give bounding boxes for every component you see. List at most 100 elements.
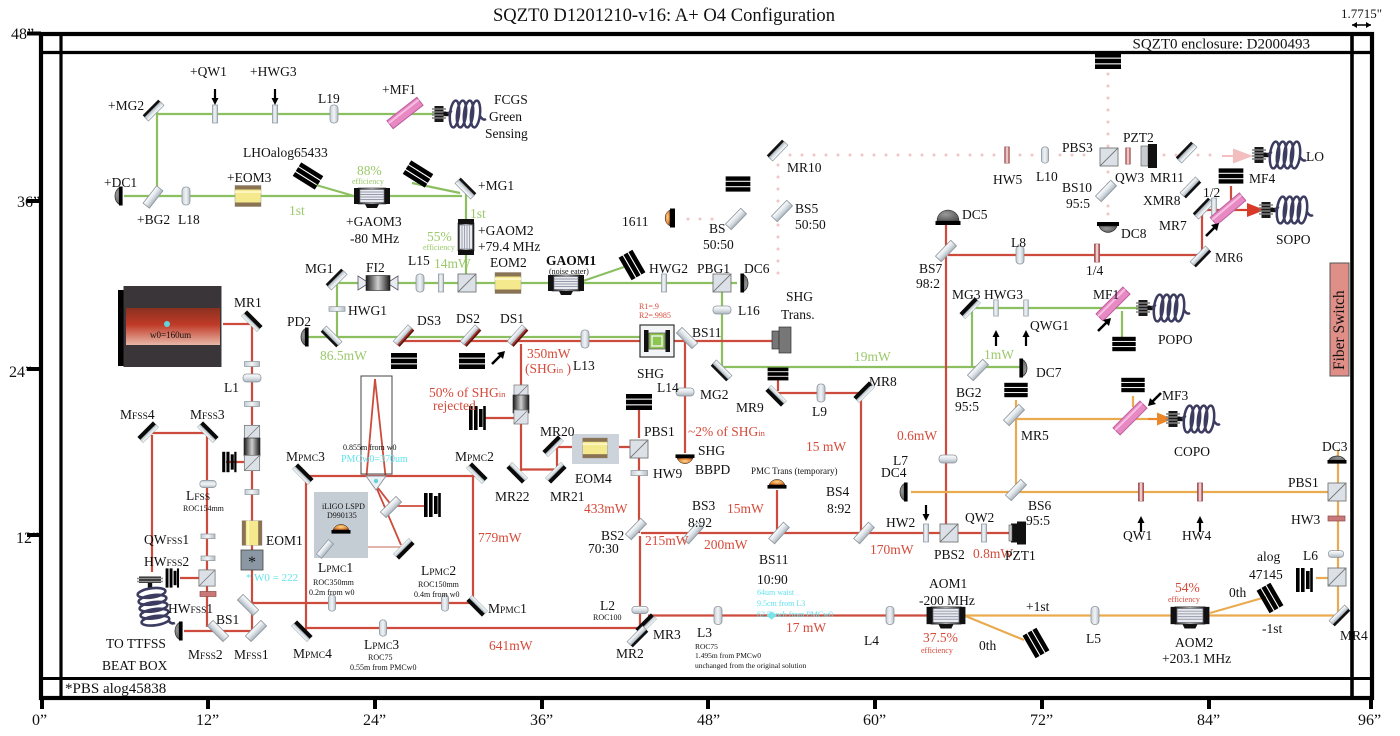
svg-text:-1st: -1st [1262,621,1282,636]
svg-text:+1st: +1st [1026,599,1050,614]
svg-text:L3: L3 [697,625,712,640]
svg-text:+EOM3: +EOM3 [227,170,272,185]
svg-text:efficiency: efficiency [423,243,455,252]
svg-text:PBG1: PBG1 [697,261,730,276]
svg-text:24”: 24” [9,364,32,381]
svg-text:84”: 84” [1197,712,1220,729]
svg-text:MR4: MR4 [1340,628,1368,643]
svg-text:ROC100: ROC100 [593,613,621,622]
svg-text:L6: L6 [1303,548,1318,563]
svg-text:72”: 72” [1030,712,1053,729]
svg-text:37.5%: 37.5% [923,630,958,645]
svg-text:unchanged from the original so: unchanged from the original solution [695,661,806,670]
svg-text:1st: 1st [289,203,305,218]
svg-text:ROC75: ROC75 [368,653,392,662]
svg-text:+HWG3: +HWG3 [250,64,297,79]
svg-text:54%: 54% [1175,580,1200,595]
svg-text:MG3: MG3 [952,287,981,302]
svg-text:L4: L4 [864,633,879,648]
svg-text:AOM2: AOM2 [1175,635,1213,650]
svg-text:641mW: 641mW [489,638,533,653]
svg-text:50:50: 50:50 [795,217,826,232]
svg-text:24”: 24” [363,712,386,729]
svg-text:* W0 = 222: * W0 = 222 [246,572,298,584]
svg-text:9.5cm from L3: 9.5cm from L3 [757,599,805,608]
svg-text:L13: L13 [573,358,595,373]
svg-text:48”: 48” [697,712,720,729]
svg-text:HWG2: HWG2 [649,261,688,276]
svg-text:BS5: BS5 [795,201,819,216]
svg-text:QW1: QW1 [1123,528,1152,543]
svg-text:BS1: BS1 [216,612,239,627]
svg-text:95:5: 95:5 [1026,513,1050,528]
svg-text:BS: BS [709,221,726,236]
svg-text:HW2: HW2 [886,515,915,530]
svg-text:EOM1: EOM1 [266,533,303,548]
svg-text:1.7715": 1.7715" [1341,6,1382,21]
svg-text:433mW: 433mW [584,501,628,516]
svg-text:TO TTFSS: TO TTFSS [106,636,166,651]
svg-text:1/4: 1/4 [1086,263,1104,278]
svg-text:iLIGO LSPD: iLIGO LSPD [322,502,365,511]
svg-text:efficiency: efficiency [921,646,953,655]
svg-text:MR22: MR22 [495,489,530,504]
svg-text:QW3: QW3 [1115,170,1144,185]
svg-text:AOM1: AOM1 [929,576,967,591]
svg-text:HW4: HW4 [1182,528,1211,543]
svg-text:12”: 12” [16,530,39,547]
svg-text:QWG1: QWG1 [1030,318,1069,333]
svg-text:350mW: 350mW [527,346,571,361]
svg-text:R1=.9: R1=.9 [639,302,659,311]
svg-text:0th: 0th [979,638,997,653]
svg-text:1st: 1st [470,206,486,221]
svg-text:MF3: MF3 [1162,388,1189,403]
svg-text:96”: 96” [1358,712,1381,729]
svg-text:-200 MHz: -200 MHz [919,593,975,608]
svg-text:DS3: DS3 [417,313,441,328]
svg-text:COPO: COPO [1174,444,1210,459]
svg-text:BS2: BS2 [601,528,624,543]
svg-text:MR11: MR11 [1150,170,1184,185]
svg-text:MR21: MR21 [550,489,585,504]
svg-text:MR10: MR10 [787,160,822,175]
svg-text:BS11: BS11 [759,552,789,567]
svg-text:MR1: MR1 [234,295,262,310]
svg-text:50:50: 50:50 [703,237,734,252]
svg-text:MG1: MG1 [305,261,334,276]
svg-text:EOM2: EOM2 [490,255,527,270]
svg-text:GAOM1: GAOM1 [546,253,596,268]
svg-text:EOM4: EOM4 [575,471,612,486]
svg-text:MF4: MF4 [1249,171,1276,186]
svg-text:36”: 36” [530,712,553,729]
svg-text:55%: 55% [427,229,452,244]
svg-text:BS3: BS3 [692,498,716,513]
svg-text:MR20: MR20 [540,424,575,439]
svg-text:+GAOM3: +GAOM3 [346,214,402,229]
svg-text:w0=160um: w0=160um [150,330,191,340]
svg-text:HWG3: HWG3 [984,287,1023,302]
svg-text:alog: alog [1257,549,1280,564]
svg-text:L18: L18 [178,212,200,227]
svg-text:1mW: 1mW [984,347,1014,362]
svg-text:D990135: D990135 [327,511,357,520]
svg-text:60”: 60” [863,712,886,729]
svg-text:+DC1: +DC1 [104,175,137,190]
svg-text:FCGS: FCGS [494,92,528,107]
svg-text:MR2: MR2 [616,646,644,661]
svg-text:Green: Green [489,109,522,124]
svg-text:+79.4 MHz: +79.4 MHz [478,239,540,254]
svg-text:DC7: DC7 [1036,365,1062,380]
svg-text:170mW: 170mW [870,542,914,557]
svg-text:MR9: MR9 [736,400,764,415]
svg-text:PD2: PD2 [287,314,311,329]
svg-text:1611: 1611 [622,214,649,229]
svg-text:SQZT0 enclosure: D2000493: SQZT0 enclosure: D2000493 [1133,37,1310,53]
svg-text:98:2: 98:2 [916,276,940,291]
svg-text:DS2: DS2 [456,311,480,326]
svg-text:HW3: HW3 [1291,512,1320,527]
svg-text:LO: LO [1306,149,1324,164]
svg-text:HW9: HW9 [653,466,682,481]
svg-text:L2: L2 [600,598,615,613]
svg-text:MF1: MF1 [1093,287,1119,302]
svg-text:0.6mW: 0.6mW [897,428,937,443]
